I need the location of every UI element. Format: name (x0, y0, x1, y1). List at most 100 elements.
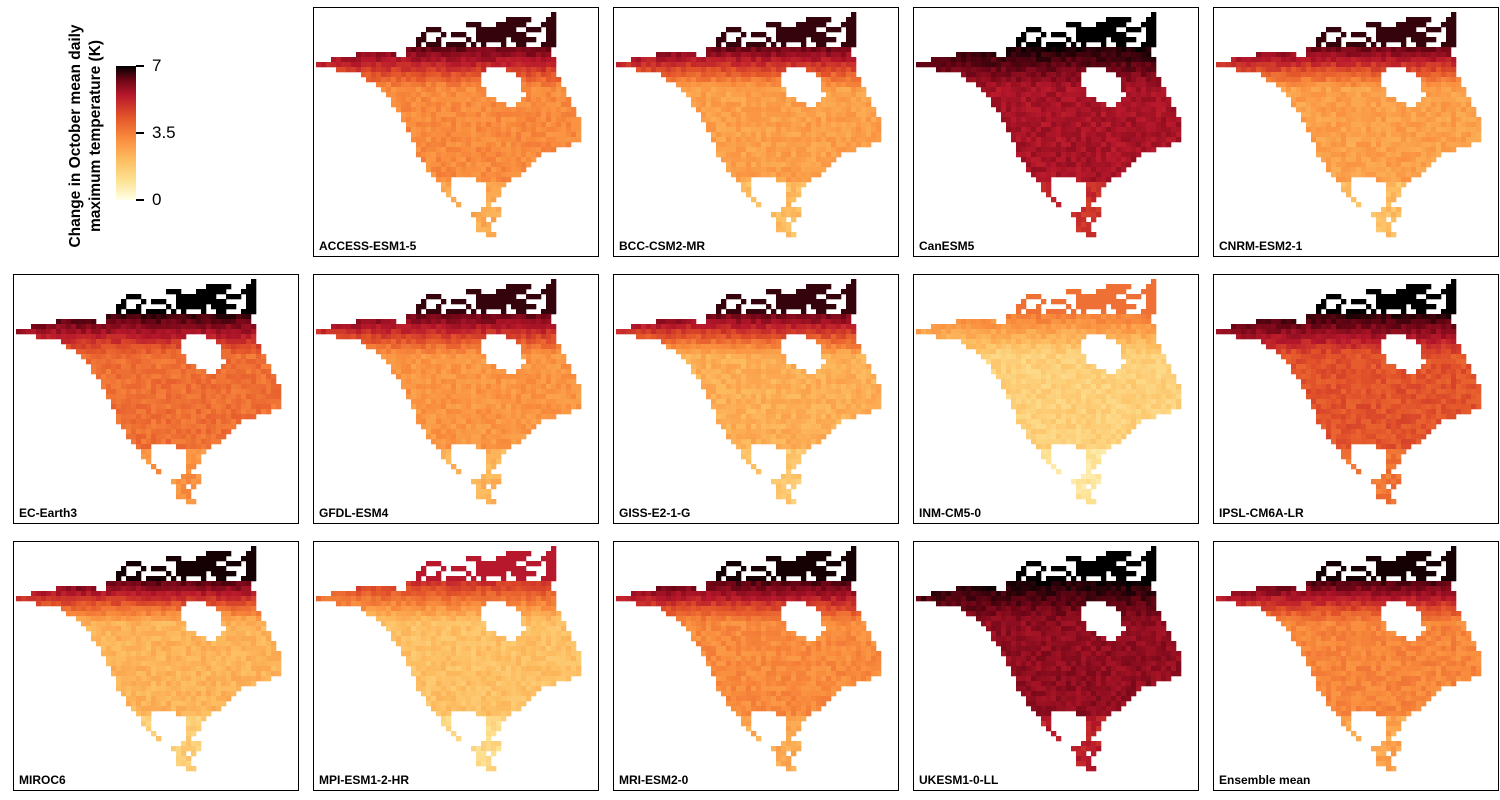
grid-cell (116, 369, 122, 375)
grid-cell (1376, 62, 1382, 68)
grid-cell (771, 167, 777, 173)
grid-cell (1016, 132, 1022, 138)
grid-cell (1311, 67, 1317, 73)
grid-cell (936, 57, 942, 63)
grid-cell (746, 72, 752, 78)
grid-cell (1086, 222, 1092, 228)
grid-cell (856, 97, 862, 103)
grid-cell (251, 384, 257, 390)
grid-cell (846, 142, 852, 148)
grid-cell (1026, 147, 1032, 153)
grid-cell (411, 102, 417, 108)
grid-cell (556, 142, 562, 148)
grid-cell (706, 107, 712, 113)
grid-cell (786, 177, 792, 183)
grid-cell (1096, 207, 1102, 213)
grid-cell (196, 454, 202, 460)
grid-cell (1006, 57, 1012, 63)
grid-cell (1386, 142, 1392, 148)
grid-cell (721, 77, 727, 83)
grid-cell (531, 147, 537, 153)
grid-cell (396, 57, 402, 63)
grid-cell (181, 319, 187, 325)
grid-cell (1466, 102, 1472, 108)
grid-cell (1316, 112, 1322, 118)
grid-cell (1361, 77, 1367, 83)
grid-cell (1006, 47, 1012, 53)
grid-cell (876, 137, 882, 143)
grid-cell (236, 339, 242, 345)
grid-cell (1391, 172, 1397, 178)
grid-cell (1466, 127, 1472, 133)
grid-cell (1296, 82, 1302, 88)
grid-cell (476, 177, 482, 183)
grid-cell (466, 122, 472, 128)
grid-cell (861, 107, 867, 113)
grid-cell (1121, 67, 1127, 73)
grid-cell (1051, 107, 1057, 113)
grid-cell (1021, 127, 1027, 133)
grid-cell (1066, 157, 1072, 163)
grid-cell (431, 167, 437, 173)
grid-cell (706, 77, 712, 83)
grid-cell (256, 399, 262, 405)
grid-cell (1081, 157, 1087, 163)
grid-cell (861, 92, 867, 98)
grid-cell (1346, 52, 1352, 58)
grid-cell (1446, 62, 1452, 68)
grid-cell (511, 304, 517, 310)
grid-cell (521, 112, 527, 118)
grid-cell (766, 162, 772, 168)
grid-cell (861, 137, 867, 143)
grid-cell (561, 137, 567, 143)
grid-cell (431, 102, 437, 108)
grid-cell (521, 314, 527, 320)
grid-cell (781, 147, 787, 153)
grid-cell (186, 379, 192, 385)
grid-cell (191, 389, 197, 395)
grid-cell (1366, 87, 1372, 93)
grid-cell (731, 152, 737, 158)
grid-cell (1086, 112, 1092, 118)
grid-cell (1346, 67, 1352, 73)
grid-cell (1431, 152, 1437, 158)
grid-cell (1406, 132, 1412, 138)
grid-cell (776, 82, 782, 88)
grid-cell (166, 429, 172, 435)
grid-cell (96, 334, 102, 340)
grid-cell (496, 122, 502, 128)
grid-cell (496, 117, 502, 123)
grid-cell (711, 117, 717, 123)
grid-cell (121, 354, 127, 360)
grid-cell (461, 157, 467, 163)
grid-cell (211, 414, 217, 420)
model-name-label: EC-Earth3 (19, 506, 78, 520)
grid-cell (1381, 147, 1387, 153)
grid-cell (236, 404, 242, 410)
grid-cell (866, 107, 872, 113)
grid-cell (736, 167, 742, 173)
grid-cell (516, 299, 522, 305)
grid-cell (176, 424, 182, 430)
grid-cell (181, 334, 187, 340)
grid-cell (1131, 157, 1137, 163)
grid-cell (246, 304, 252, 310)
grid-cell (1421, 82, 1427, 88)
grid-cell (251, 394, 257, 400)
grid-cell (206, 289, 212, 295)
grid-cell (241, 359, 247, 365)
grid-cell (131, 369, 137, 375)
grid-cell (1451, 102, 1457, 108)
grid-cell (1286, 87, 1292, 93)
grid-cell (556, 137, 562, 143)
grid-cell (866, 97, 872, 103)
grid-cell (1436, 67, 1442, 73)
grid-cell (816, 62, 822, 68)
grid-cell (476, 107, 482, 113)
grid-cell (1431, 137, 1437, 143)
grid-cell (821, 157, 827, 163)
grid-cell (1451, 57, 1457, 63)
grid-cell (1046, 127, 1052, 133)
grid-cell (751, 57, 757, 63)
grid-cell (1061, 152, 1067, 158)
